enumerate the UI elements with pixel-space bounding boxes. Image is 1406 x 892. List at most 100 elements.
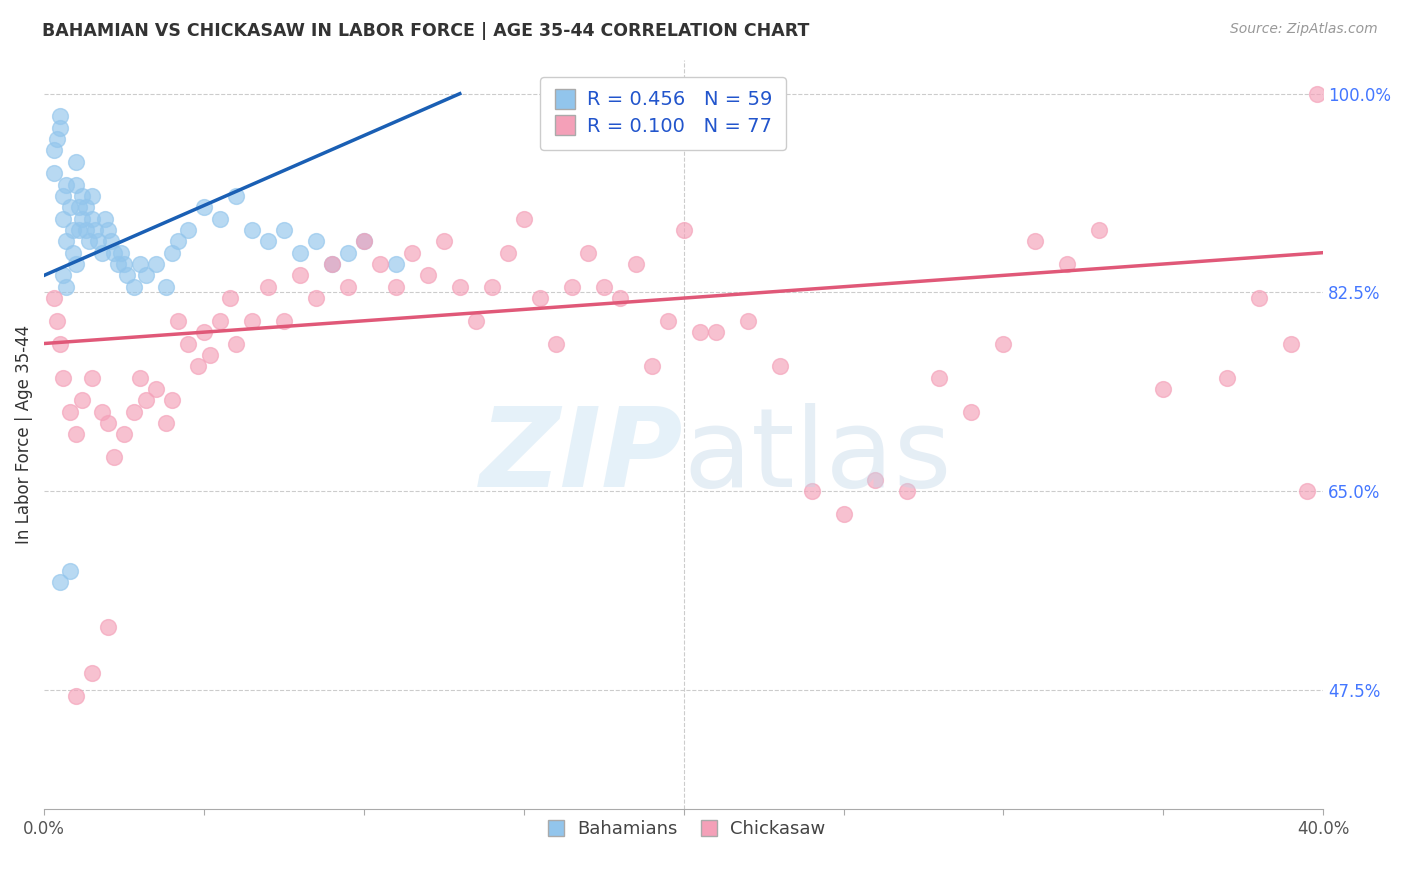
Point bbox=[117, 268, 139, 283]
Point bbox=[208, 314, 231, 328]
Point bbox=[75, 223, 97, 237]
Point bbox=[240, 223, 263, 237]
Point bbox=[624, 257, 647, 271]
Point bbox=[689, 325, 711, 339]
Point bbox=[353, 235, 375, 249]
Point bbox=[145, 382, 167, 396]
Point bbox=[167, 235, 190, 249]
Point bbox=[49, 120, 72, 135]
Point bbox=[65, 178, 87, 192]
Point bbox=[481, 279, 503, 293]
Point bbox=[1024, 235, 1046, 249]
Point bbox=[65, 427, 87, 442]
Point bbox=[368, 257, 391, 271]
Point bbox=[55, 178, 77, 192]
Point bbox=[336, 279, 359, 293]
Point bbox=[832, 507, 855, 521]
Point bbox=[640, 359, 662, 374]
Point bbox=[177, 336, 200, 351]
Point bbox=[273, 314, 295, 328]
Point bbox=[257, 279, 280, 293]
Point bbox=[129, 257, 152, 271]
Point bbox=[65, 154, 87, 169]
Point bbox=[160, 393, 183, 408]
Point bbox=[464, 314, 486, 328]
Point bbox=[110, 245, 132, 260]
Point bbox=[529, 291, 551, 305]
Point bbox=[321, 257, 343, 271]
Point bbox=[273, 223, 295, 237]
Point bbox=[97, 416, 120, 430]
Point bbox=[42, 144, 65, 158]
Point bbox=[97, 223, 120, 237]
Point bbox=[321, 257, 343, 271]
Point bbox=[67, 200, 90, 214]
Point bbox=[1279, 336, 1302, 351]
Point bbox=[72, 211, 94, 226]
Point bbox=[122, 404, 145, 418]
Y-axis label: In Labor Force | Age 35-44: In Labor Force | Age 35-44 bbox=[15, 325, 32, 544]
Point bbox=[288, 245, 311, 260]
Point bbox=[187, 359, 209, 374]
Point bbox=[72, 393, 94, 408]
Point bbox=[865, 473, 887, 487]
Point bbox=[103, 245, 125, 260]
Point bbox=[100, 235, 122, 249]
Point bbox=[55, 235, 77, 249]
Point bbox=[155, 279, 177, 293]
Point bbox=[800, 484, 823, 499]
Point bbox=[576, 245, 599, 260]
Point bbox=[513, 211, 536, 226]
Point bbox=[45, 132, 67, 146]
Point bbox=[94, 211, 117, 226]
Point bbox=[353, 235, 375, 249]
Text: atlas: atlas bbox=[683, 403, 952, 510]
Point bbox=[385, 279, 408, 293]
Point bbox=[160, 245, 183, 260]
Point bbox=[305, 235, 328, 249]
Point bbox=[52, 370, 75, 384]
Point bbox=[288, 268, 311, 283]
Point bbox=[225, 336, 247, 351]
Point bbox=[200, 348, 222, 362]
Point bbox=[112, 427, 135, 442]
Point bbox=[240, 314, 263, 328]
Point bbox=[155, 416, 177, 430]
Point bbox=[67, 223, 90, 237]
Point bbox=[704, 325, 727, 339]
Point bbox=[59, 404, 82, 418]
Point bbox=[49, 109, 72, 123]
Point bbox=[59, 200, 82, 214]
Point bbox=[1216, 370, 1239, 384]
Point bbox=[65, 689, 87, 703]
Point bbox=[62, 223, 84, 237]
Point bbox=[45, 314, 67, 328]
Point bbox=[193, 200, 215, 214]
Point bbox=[80, 189, 103, 203]
Point bbox=[449, 279, 471, 293]
Point bbox=[84, 223, 107, 237]
Point bbox=[80, 370, 103, 384]
Point bbox=[62, 245, 84, 260]
Point bbox=[80, 211, 103, 226]
Point bbox=[257, 235, 280, 249]
Point bbox=[401, 245, 423, 260]
Point bbox=[496, 245, 519, 260]
Point bbox=[42, 166, 65, 180]
Point bbox=[1306, 87, 1329, 101]
Point bbox=[52, 189, 75, 203]
Point bbox=[1152, 382, 1174, 396]
Point bbox=[90, 245, 112, 260]
Point bbox=[80, 665, 103, 680]
Point bbox=[135, 393, 157, 408]
Point bbox=[77, 235, 100, 249]
Point bbox=[177, 223, 200, 237]
Text: Source: ZipAtlas.com: Source: ZipAtlas.com bbox=[1230, 22, 1378, 37]
Point bbox=[90, 404, 112, 418]
Text: ZIP: ZIP bbox=[479, 403, 683, 510]
Point bbox=[87, 235, 110, 249]
Legend: Bahamians, Chickasaw: Bahamians, Chickasaw bbox=[536, 813, 832, 845]
Point bbox=[97, 620, 120, 634]
Point bbox=[385, 257, 408, 271]
Point bbox=[75, 200, 97, 214]
